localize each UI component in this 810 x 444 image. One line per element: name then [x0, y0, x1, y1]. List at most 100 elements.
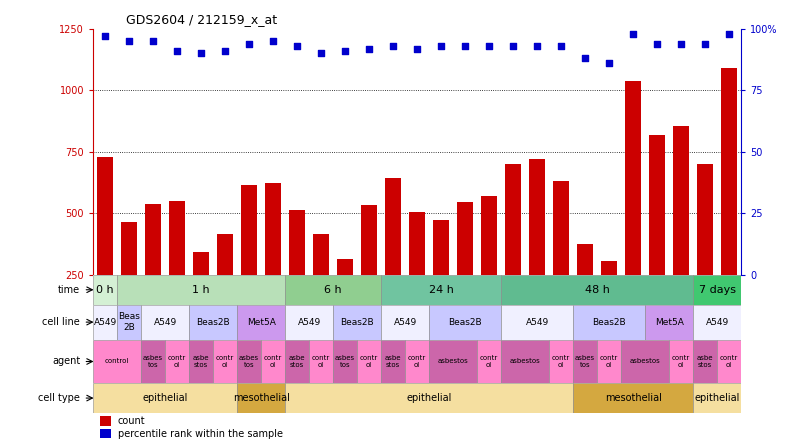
- Text: Met5A: Met5A: [654, 317, 684, 327]
- Bar: [93, 383, 237, 413]
- Text: mesothelial: mesothelial: [605, 393, 662, 403]
- Text: 1 h: 1 h: [192, 285, 210, 295]
- Text: Beas
2B: Beas 2B: [118, 313, 140, 332]
- Bar: [382, 340, 405, 383]
- Bar: [693, 275, 741, 305]
- Bar: [625, 80, 641, 337]
- Text: Beas2B: Beas2B: [340, 317, 374, 327]
- Text: 6 h: 6 h: [324, 285, 342, 295]
- Bar: [650, 135, 665, 337]
- Text: contr
ol: contr ol: [216, 355, 234, 368]
- Text: control: control: [105, 358, 130, 365]
- Text: 48 h: 48 h: [585, 285, 610, 295]
- Text: epithelial: epithelial: [143, 393, 188, 403]
- Text: time: time: [58, 285, 80, 295]
- Text: asbes
tos: asbes tos: [143, 355, 163, 368]
- Bar: [357, 340, 382, 383]
- Bar: [501, 305, 573, 340]
- Point: [555, 43, 568, 50]
- Point: [507, 43, 520, 50]
- Bar: [573, 383, 693, 413]
- Bar: [194, 252, 209, 337]
- Text: asbe
stos: asbe stos: [697, 355, 714, 368]
- Text: contr
ol: contr ol: [672, 355, 690, 368]
- Text: Beas2B: Beas2B: [592, 317, 626, 327]
- Text: Beas2B: Beas2B: [449, 317, 482, 327]
- Text: 24 h: 24 h: [428, 285, 454, 295]
- Text: contr
ol: contr ol: [720, 355, 738, 368]
- Text: asbestos: asbestos: [437, 358, 468, 365]
- Text: count: count: [117, 416, 146, 426]
- Bar: [261, 340, 285, 383]
- Bar: [241, 185, 257, 337]
- Bar: [333, 340, 357, 383]
- Point: [603, 60, 616, 67]
- Text: GDS2604 / 212159_x_at: GDS2604 / 212159_x_at: [126, 13, 277, 26]
- Text: A549: A549: [297, 317, 321, 327]
- Bar: [386, 178, 401, 337]
- Text: A549: A549: [526, 317, 549, 327]
- Point: [627, 30, 640, 37]
- Point: [650, 40, 663, 47]
- Text: percentile rank within the sample: percentile rank within the sample: [117, 428, 283, 439]
- Bar: [213, 340, 237, 383]
- Point: [147, 38, 160, 45]
- Bar: [433, 220, 449, 337]
- Point: [531, 43, 544, 50]
- Bar: [122, 222, 137, 337]
- Bar: [717, 340, 741, 383]
- Point: [363, 45, 376, 52]
- Bar: [361, 205, 377, 337]
- Text: Beas2B: Beas2B: [196, 317, 230, 327]
- Point: [171, 48, 184, 55]
- Bar: [93, 305, 117, 340]
- Bar: [289, 210, 305, 337]
- Point: [266, 38, 279, 45]
- Bar: [429, 340, 477, 383]
- Bar: [621, 340, 669, 383]
- Text: Met5A: Met5A: [247, 317, 275, 327]
- Point: [699, 40, 712, 47]
- Text: contr
ol: contr ol: [480, 355, 498, 368]
- Point: [291, 43, 304, 50]
- Bar: [313, 234, 329, 337]
- Point: [219, 48, 232, 55]
- Bar: [405, 340, 429, 383]
- Point: [675, 40, 688, 47]
- Bar: [285, 305, 333, 340]
- Bar: [190, 340, 213, 383]
- Text: asbe
stos: asbe stos: [289, 355, 305, 368]
- Point: [243, 40, 256, 47]
- Bar: [309, 340, 333, 383]
- Point: [314, 50, 327, 57]
- Bar: [429, 305, 501, 340]
- Text: contr
ol: contr ol: [168, 355, 186, 368]
- Bar: [573, 340, 597, 383]
- Bar: [100, 416, 111, 426]
- Bar: [237, 383, 285, 413]
- Text: A549: A549: [394, 317, 417, 327]
- Bar: [190, 305, 237, 340]
- Bar: [693, 305, 741, 340]
- Bar: [100, 429, 111, 439]
- Text: cell line: cell line: [42, 317, 80, 327]
- Text: asbe
stos: asbe stos: [385, 355, 402, 368]
- Bar: [530, 159, 545, 337]
- Bar: [693, 340, 717, 383]
- Bar: [169, 201, 185, 337]
- Bar: [697, 164, 713, 337]
- Bar: [165, 340, 190, 383]
- Bar: [97, 157, 113, 337]
- Point: [435, 43, 448, 50]
- Text: contr
ol: contr ol: [264, 355, 282, 368]
- Bar: [141, 305, 190, 340]
- Text: 0 h: 0 h: [96, 285, 114, 295]
- Bar: [693, 383, 741, 413]
- Text: asbestos: asbestos: [630, 358, 660, 365]
- Bar: [237, 305, 285, 340]
- Bar: [337, 259, 353, 337]
- Text: asbes
tos: asbes tos: [575, 355, 595, 368]
- Bar: [333, 305, 382, 340]
- Point: [386, 43, 399, 50]
- Text: asbes
tos: asbes tos: [335, 355, 356, 368]
